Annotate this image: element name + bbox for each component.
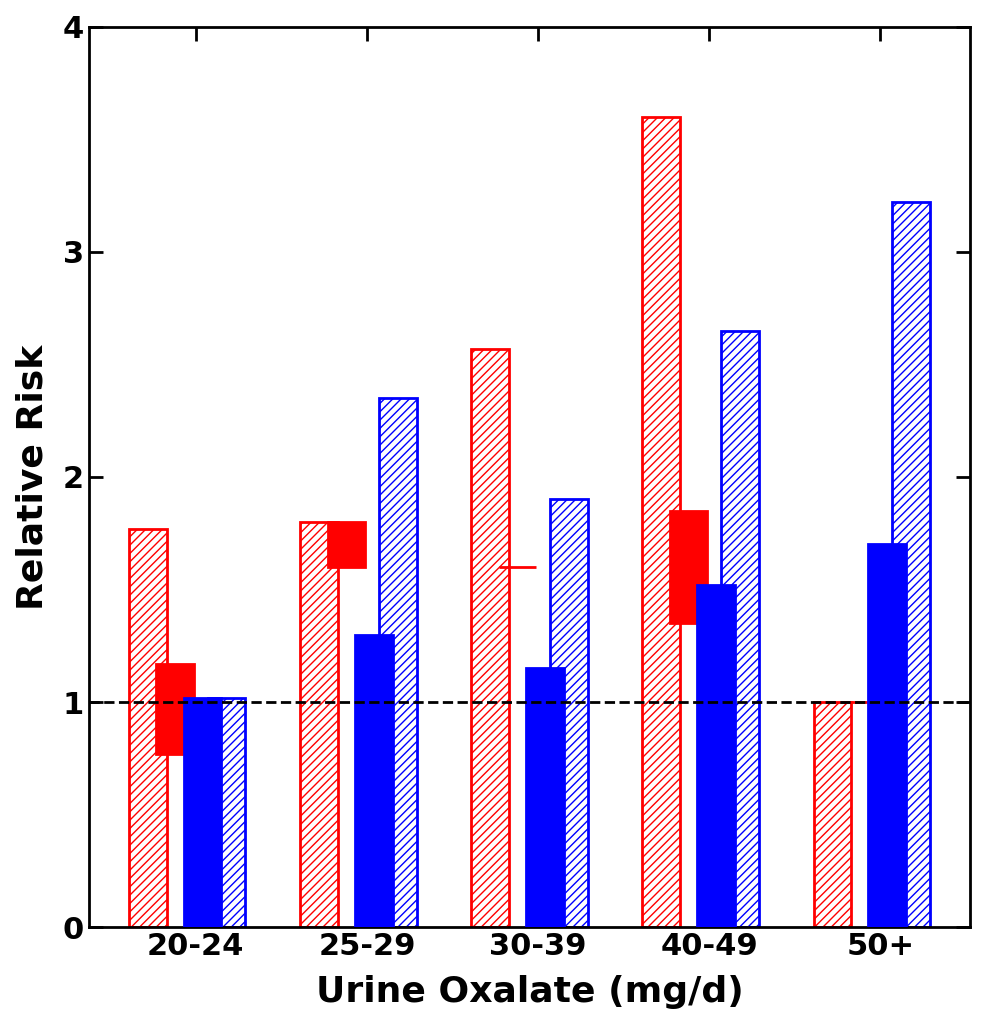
Bar: [471, 348, 509, 928]
Y-axis label: Relative Risk: Relative Risk: [15, 344, 49, 609]
Bar: [550, 500, 588, 928]
Bar: [300, 522, 338, 928]
Bar: [355, 635, 393, 928]
Bar: [328, 522, 365, 567]
Bar: [721, 331, 758, 928]
Bar: [814, 702, 851, 928]
X-axis label: Urine Oxalate (mg/d): Urine Oxalate (mg/d): [315, 975, 744, 1009]
Bar: [670, 511, 707, 624]
Bar: [157, 664, 194, 754]
Bar: [892, 202, 930, 928]
Bar: [129, 528, 166, 928]
Bar: [379, 398, 417, 928]
Bar: [869, 545, 906, 928]
Bar: [208, 697, 245, 928]
Bar: [697, 585, 735, 928]
Bar: [184, 697, 222, 928]
Bar: [526, 669, 563, 928]
Bar: [642, 117, 680, 928]
